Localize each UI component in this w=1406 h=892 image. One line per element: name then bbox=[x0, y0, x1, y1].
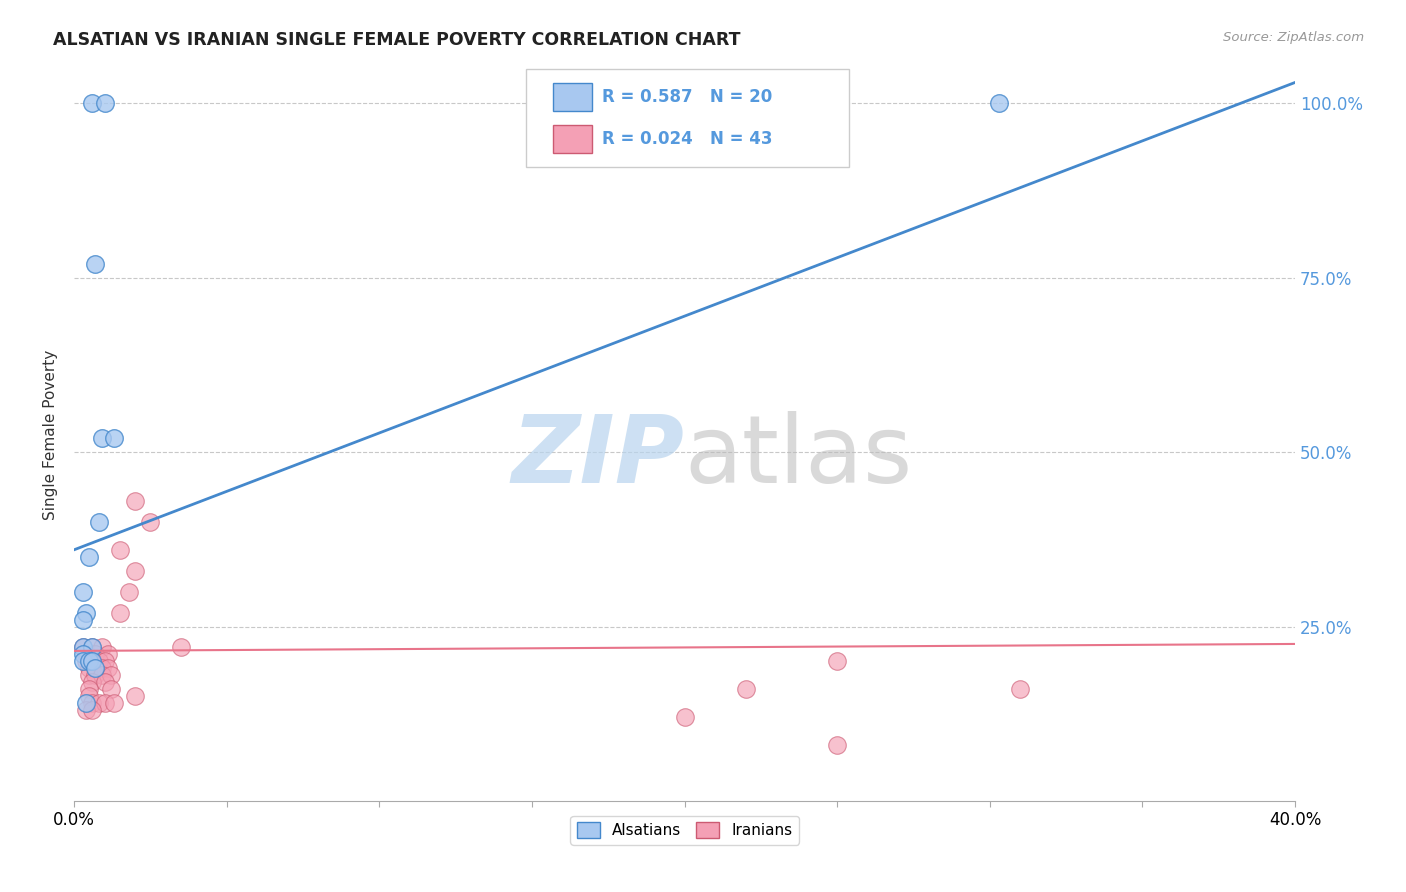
Point bbox=[124, 564, 146, 578]
Point bbox=[84, 648, 107, 662]
Point bbox=[734, 682, 756, 697]
Point bbox=[72, 654, 94, 668]
FancyBboxPatch shape bbox=[526, 69, 849, 168]
Point bbox=[124, 494, 146, 508]
Point bbox=[84, 257, 107, 271]
Point bbox=[108, 542, 131, 557]
Legend: Alsatians, Iranians: Alsatians, Iranians bbox=[571, 816, 799, 845]
Point bbox=[72, 640, 94, 655]
Point bbox=[84, 661, 107, 675]
Point bbox=[82, 96, 104, 111]
Point bbox=[72, 613, 94, 627]
Bar bbox=[553, 83, 592, 111]
Point bbox=[82, 703, 104, 717]
Point bbox=[139, 515, 162, 529]
Point bbox=[75, 606, 97, 620]
Point bbox=[93, 96, 115, 111]
Point bbox=[93, 696, 115, 710]
Point bbox=[90, 661, 112, 675]
Point bbox=[79, 549, 101, 564]
Text: ALSATIAN VS IRANIAN SINGLE FEMALE POVERTY CORRELATION CHART: ALSATIAN VS IRANIAN SINGLE FEMALE POVERT… bbox=[53, 31, 741, 49]
Point bbox=[1010, 682, 1032, 697]
Text: R = 0.587   N = 20: R = 0.587 N = 20 bbox=[602, 88, 772, 106]
Point bbox=[79, 668, 101, 682]
Point bbox=[825, 654, 848, 668]
Point bbox=[72, 648, 94, 662]
Point bbox=[84, 668, 107, 682]
Point bbox=[87, 696, 110, 710]
Point bbox=[75, 703, 97, 717]
Point bbox=[124, 690, 146, 704]
Point bbox=[100, 668, 122, 682]
Point bbox=[170, 640, 193, 655]
Point bbox=[79, 654, 101, 668]
Point bbox=[103, 696, 125, 710]
Point bbox=[75, 696, 97, 710]
Point bbox=[79, 661, 101, 675]
Bar bbox=[553, 125, 592, 153]
Point bbox=[93, 675, 115, 690]
Point bbox=[82, 640, 104, 655]
Text: ZIP: ZIP bbox=[512, 410, 685, 503]
Point bbox=[825, 738, 848, 752]
Point bbox=[987, 96, 1010, 111]
Point bbox=[118, 584, 141, 599]
Point bbox=[72, 584, 94, 599]
Text: Source: ZipAtlas.com: Source: ZipAtlas.com bbox=[1223, 31, 1364, 45]
Point bbox=[100, 682, 122, 697]
Point bbox=[90, 668, 112, 682]
Point bbox=[82, 696, 104, 710]
Point bbox=[90, 640, 112, 655]
Point bbox=[79, 682, 101, 697]
Point bbox=[97, 661, 120, 675]
Y-axis label: Single Female Poverty: Single Female Poverty bbox=[44, 350, 58, 520]
Point bbox=[72, 640, 94, 655]
Point bbox=[87, 515, 110, 529]
Point bbox=[82, 654, 104, 668]
Point bbox=[93, 654, 115, 668]
Point bbox=[82, 640, 104, 655]
Point bbox=[97, 648, 120, 662]
Point bbox=[84, 661, 107, 675]
Point bbox=[75, 654, 97, 668]
Point bbox=[673, 710, 696, 724]
Point bbox=[87, 654, 110, 668]
Point bbox=[79, 690, 101, 704]
Point bbox=[75, 648, 97, 662]
Point bbox=[82, 675, 104, 690]
Point bbox=[108, 606, 131, 620]
Text: R = 0.024   N = 43: R = 0.024 N = 43 bbox=[602, 130, 772, 148]
Point bbox=[103, 431, 125, 445]
Point bbox=[82, 654, 104, 668]
Point bbox=[90, 431, 112, 445]
Text: atlas: atlas bbox=[685, 410, 912, 503]
